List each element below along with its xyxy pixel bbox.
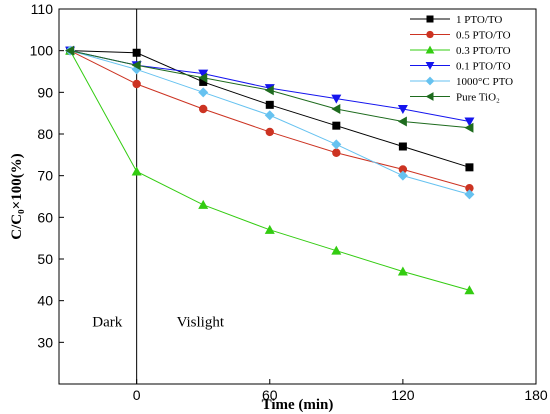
x-tick-label: 60 [262,387,278,403]
data-point [465,163,474,172]
data-point [464,285,475,295]
data-point [131,166,142,176]
x-tick-label: 180 [524,387,548,403]
y-tick-label: 50 [37,251,53,267]
y-tick-label: 80 [37,126,53,142]
data-point [332,148,341,157]
data-point [464,122,474,133]
x-axis-title: Time (min) [262,397,334,413]
data-point [464,117,475,127]
legend-marker [426,30,434,39]
data-point [198,87,209,98]
data-point [331,139,342,150]
data-point [397,266,408,276]
legend-entry: 0.3 PTO/TO [410,45,511,57]
legend: 1 PTO/TO 0.5 PTO/TO 0.3 PTO/TO 0.1 PTO/TO 10… [410,14,513,104]
legend-marker [425,92,434,101]
data-point [264,110,275,121]
data-point [132,79,141,89]
y-axis: 30 40 50 60 70 80 90 100 110 [30,1,64,350]
legend-marker [425,45,435,54]
legend-label: 0.5 PTO/TO [456,30,511,42]
data-point [331,94,342,104]
data-point [397,170,408,181]
legend-marker [425,62,435,70]
x-tick-label: 120 [391,387,415,403]
legend-marker [426,15,434,23]
legend-entry: 0.5 PTO/TO [410,30,511,42]
data-point [398,165,408,174]
data-point [198,199,209,209]
series-line [70,50,470,168]
data-point [131,60,141,71]
data-point [398,142,407,151]
data-point [198,72,208,83]
annotation-dark: Dark [92,315,122,331]
y-tick-label: 70 [37,168,53,184]
data-point [264,224,275,234]
y-tick-label: 110 [31,1,54,17]
y-tick-label: 40 [37,293,53,309]
y-tick-label: 60 [37,209,53,225]
legend-entry: 0.1 PTO/TO [410,61,511,73]
data-point [331,245,342,255]
y-tick-label: 30 [37,334,53,350]
data-point [464,189,475,200]
legend-entry: 1 PTO/TO [410,14,502,26]
series-5 [65,45,474,133]
legend-entry: 1000°C PTO [410,76,513,88]
data-point [132,48,141,57]
annotation-vislight: Vislight [177,315,225,331]
x-axis: 0 60 120 180 [133,379,548,403]
data-point [199,104,208,114]
data-point [65,45,75,56]
series-2 [65,45,475,295]
data-point [199,77,208,86]
legend-entry: Pure TiO₂ [410,92,500,104]
data-point [198,69,209,79]
legend-label: 1000°C PTO [456,76,513,88]
legend-label: 0.1 PTO/TO [456,61,511,73]
y-tick-label: 90 [37,84,53,100]
legend-label: 0.3 PTO/TO [456,45,511,57]
data-point [397,105,408,114]
legend-marker [425,76,435,86]
legend-label: 1 PTO/TO [456,14,502,26]
data-point [332,121,341,130]
y-axis-title: C/C₀×100(%) [9,153,25,239]
legend-label: Pure TiO₂ [456,92,500,104]
data-point [264,85,274,96]
x-tick-label: 0 [133,387,141,403]
plot-frame [58,8,537,385]
data-point [265,100,274,109]
data-point [331,104,341,114]
data-point [265,127,274,137]
data-point [465,183,474,193]
data-point [397,116,407,127]
y-tick-label: 100 [30,43,54,59]
plot-area: Dark Vislight [58,8,537,385]
